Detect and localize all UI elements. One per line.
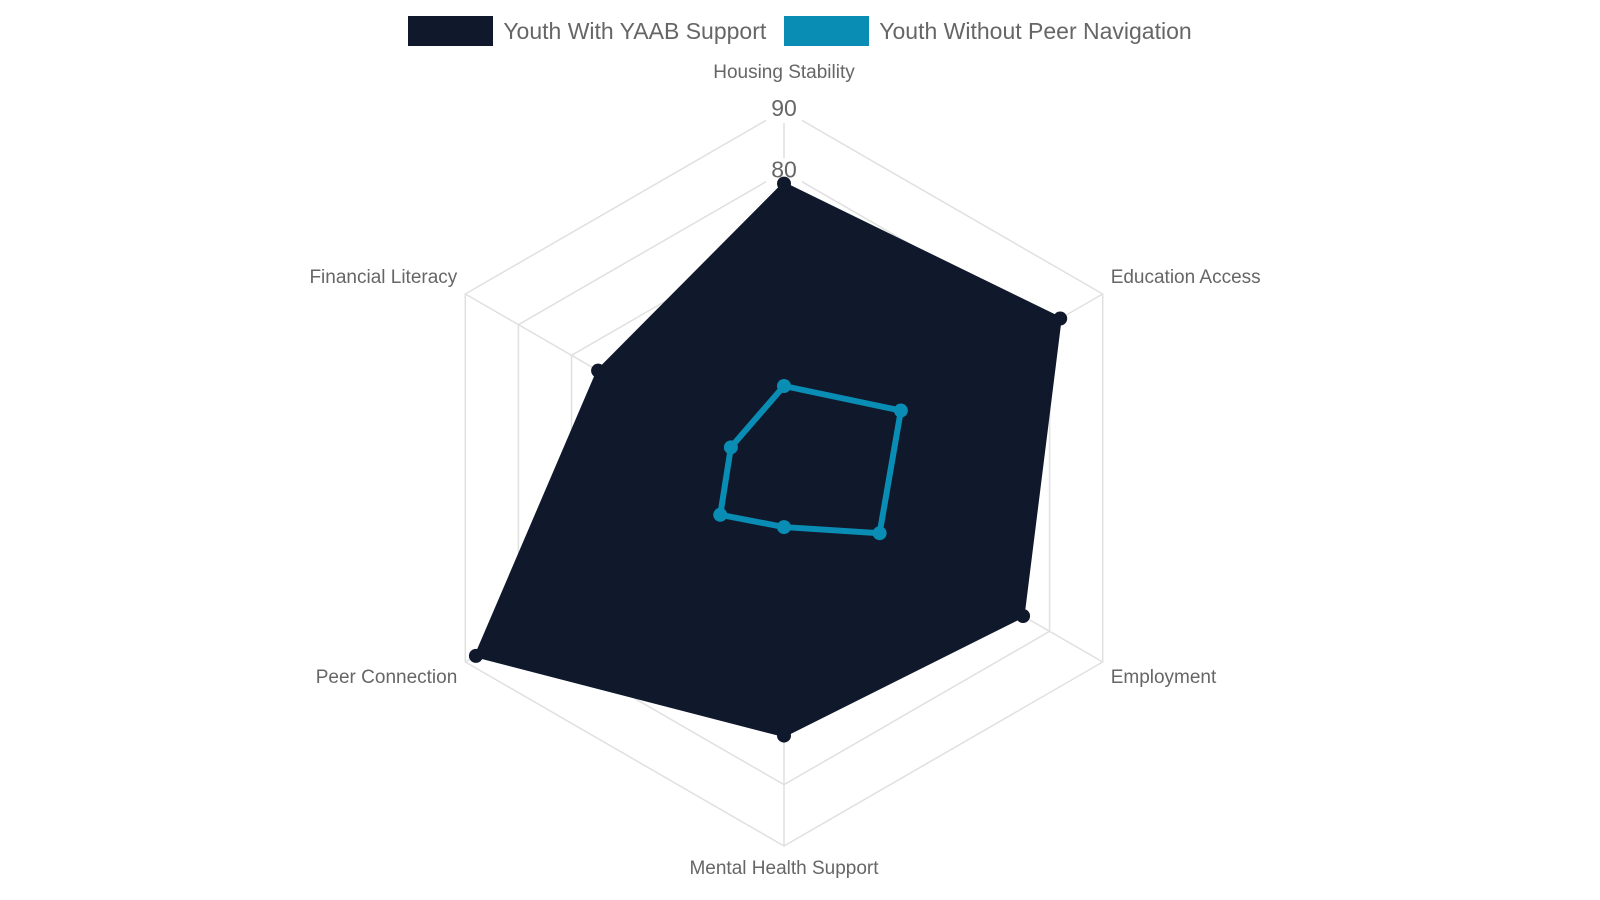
series-point-1-5 [723,440,738,455]
legend-swatch-without-navigation [784,16,870,46]
tick-label-bg [766,97,802,123]
series-area-0 [474,182,1062,738]
series-point-1-3 [777,520,791,535]
series-point-0-3 [777,728,791,743]
series-point-0-2 [1016,609,1031,623]
series-point-1-1 [893,403,908,418]
series-point-0-0 [777,176,791,191]
legend-label-without-navigation: Youth Without Peer Navigation [879,17,1192,44]
legend-item-without-navigation[interactable]: Youth Without Peer Navigation [784,16,1192,46]
series-point-1-4 [713,507,728,522]
series-point-0-4 [468,648,483,663]
tick-label: 90 [771,95,797,121]
series-point-0-5 [591,363,606,378]
legend-item-with-support[interactable]: Youth With YAAB Support [408,16,766,46]
series-point-0-1 [1053,311,1068,326]
legend-swatch-with-support [408,16,494,46]
legend: Youth With YAAB Support Youth Without Pe… [0,16,1600,46]
category-label: Financial Literacy [309,267,457,288]
category-label: Peer Connection [316,667,458,688]
legend-label-with-support: Youth With YAAB Support [503,17,767,44]
category-label: Employment [1111,667,1217,688]
series-point-1-2 [872,526,887,541]
category-label: Mental Health Support [689,858,879,879]
series-point-1-0 [777,379,791,393]
category-label: Education Access [1111,267,1261,288]
category-label: Housing Stability [713,62,855,83]
